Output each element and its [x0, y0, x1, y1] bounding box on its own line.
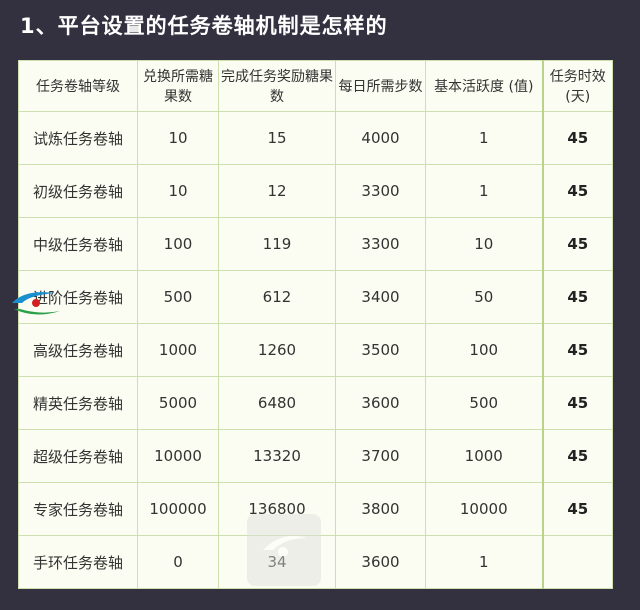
column-header: 兑换所需糖果数: [137, 60, 219, 112]
table-row: 手环任务卷轴 0 34 3600 1: [18, 535, 613, 589]
table-cell: 500: [137, 270, 219, 324]
table-cell: 6480: [218, 376, 336, 430]
table-cell: 100: [425, 323, 543, 377]
row-label: 试炼任务卷轴: [18, 111, 138, 165]
table-row: 专家任务卷轴 100000 136800 3800 10000 45: [18, 482, 613, 536]
table-cell: 3800: [335, 482, 426, 536]
table-cell: 45: [541, 323, 613, 377]
table-cell: 45: [541, 270, 613, 324]
table-cell: 15: [218, 111, 336, 165]
column-header: 任务卷轴等级: [18, 60, 138, 112]
table-cell: 500: [425, 376, 543, 430]
column-header: 任务时效 (天): [541, 60, 613, 112]
row-label: 精英任务卷轴: [18, 376, 138, 430]
table-cell: 136800: [218, 482, 336, 536]
row-label: 中级任务卷轴: [18, 217, 138, 271]
table-cell: 3600: [335, 535, 426, 589]
table-cell: 1260: [218, 323, 336, 377]
table-cell: 612: [218, 270, 336, 324]
row-label: 高级任务卷轴: [18, 323, 138, 377]
table-cell: 45: [541, 111, 613, 165]
table-row: 试炼任务卷轴 10 15 4000 1 45: [18, 111, 613, 165]
table-cell: 1000: [425, 429, 543, 483]
table-row: 初级任务卷轴 10 12 3300 1 45: [18, 164, 613, 218]
table-cell: 1: [425, 111, 543, 165]
table-cell: 5000: [137, 376, 219, 430]
table-cell: 45: [541, 429, 613, 483]
table-cell: 119: [218, 217, 336, 271]
table-cell: 1: [425, 164, 543, 218]
table-cell: 100000: [137, 482, 219, 536]
row-label: 专家任务卷轴: [18, 482, 138, 536]
table-cell: 10: [137, 111, 219, 165]
row-label: 手环任务卷轴: [18, 535, 138, 589]
table-row: 进阶任务卷轴 500 612 3400 50 45: [18, 270, 613, 324]
table-cell: 3500: [335, 323, 426, 377]
table-cell: 0: [137, 535, 219, 589]
table-cell: 3300: [335, 217, 426, 271]
table-header-row: 任务卷轴等级 兑换所需糖果数 完成任务奖励糖果数 每日所需步数 基本活跃度 (值) 任务时…: [18, 60, 613, 112]
table-cell: 10: [425, 217, 543, 271]
table-cell: 10000: [425, 482, 543, 536]
table-row: 中级任务卷轴 100 119 3300 10 45: [18, 217, 613, 271]
table-cell: 50: [425, 270, 543, 324]
table-row: 高级任务卷轴 1000 1260 3500 100 45: [18, 323, 613, 377]
table-cell: 3600: [335, 376, 426, 430]
table-cell: 100: [137, 217, 219, 271]
table-cell: 1: [425, 535, 543, 589]
row-label: 进阶任务卷轴: [18, 270, 138, 324]
table-cell: 13320: [218, 429, 336, 483]
table-cell: 4000: [335, 111, 426, 165]
table-cell: 34: [218, 535, 336, 589]
column-header: 基本活跃度 (值): [425, 60, 543, 112]
table-cell: 1000: [137, 323, 219, 377]
column-header: 完成任务奖励糖果数: [218, 60, 336, 112]
table-cell: 10: [137, 164, 219, 218]
table-cell: 3700: [335, 429, 426, 483]
row-label: 超级任务卷轴: [18, 429, 138, 483]
column-header: 每日所需步数: [335, 60, 426, 112]
table-cell: 3300: [335, 164, 426, 218]
page-title: 1、平台设置的任务卷轴机制是怎样的: [20, 14, 388, 38]
table-cell: 45: [541, 482, 613, 536]
table-cell: [541, 535, 613, 589]
table-cell: 12: [218, 164, 336, 218]
table-cell: 3400: [335, 270, 426, 324]
table-cell: 45: [541, 217, 613, 271]
row-label: 初级任务卷轴: [18, 164, 138, 218]
table-row: 超级任务卷轴 10000 13320 3700 1000 45: [18, 429, 613, 483]
table-cell: 45: [541, 164, 613, 218]
table-cell: 10000: [137, 429, 219, 483]
table-row: 精英任务卷轴 5000 6480 3600 500 45: [18, 376, 613, 430]
scroll-mechanism-table: 任务卷轴等级 兑换所需糖果数 完成任务奖励糖果数 每日所需步数 基本活跃度 (值) 任务时…: [18, 60, 613, 589]
table-cell: 45: [541, 376, 613, 430]
